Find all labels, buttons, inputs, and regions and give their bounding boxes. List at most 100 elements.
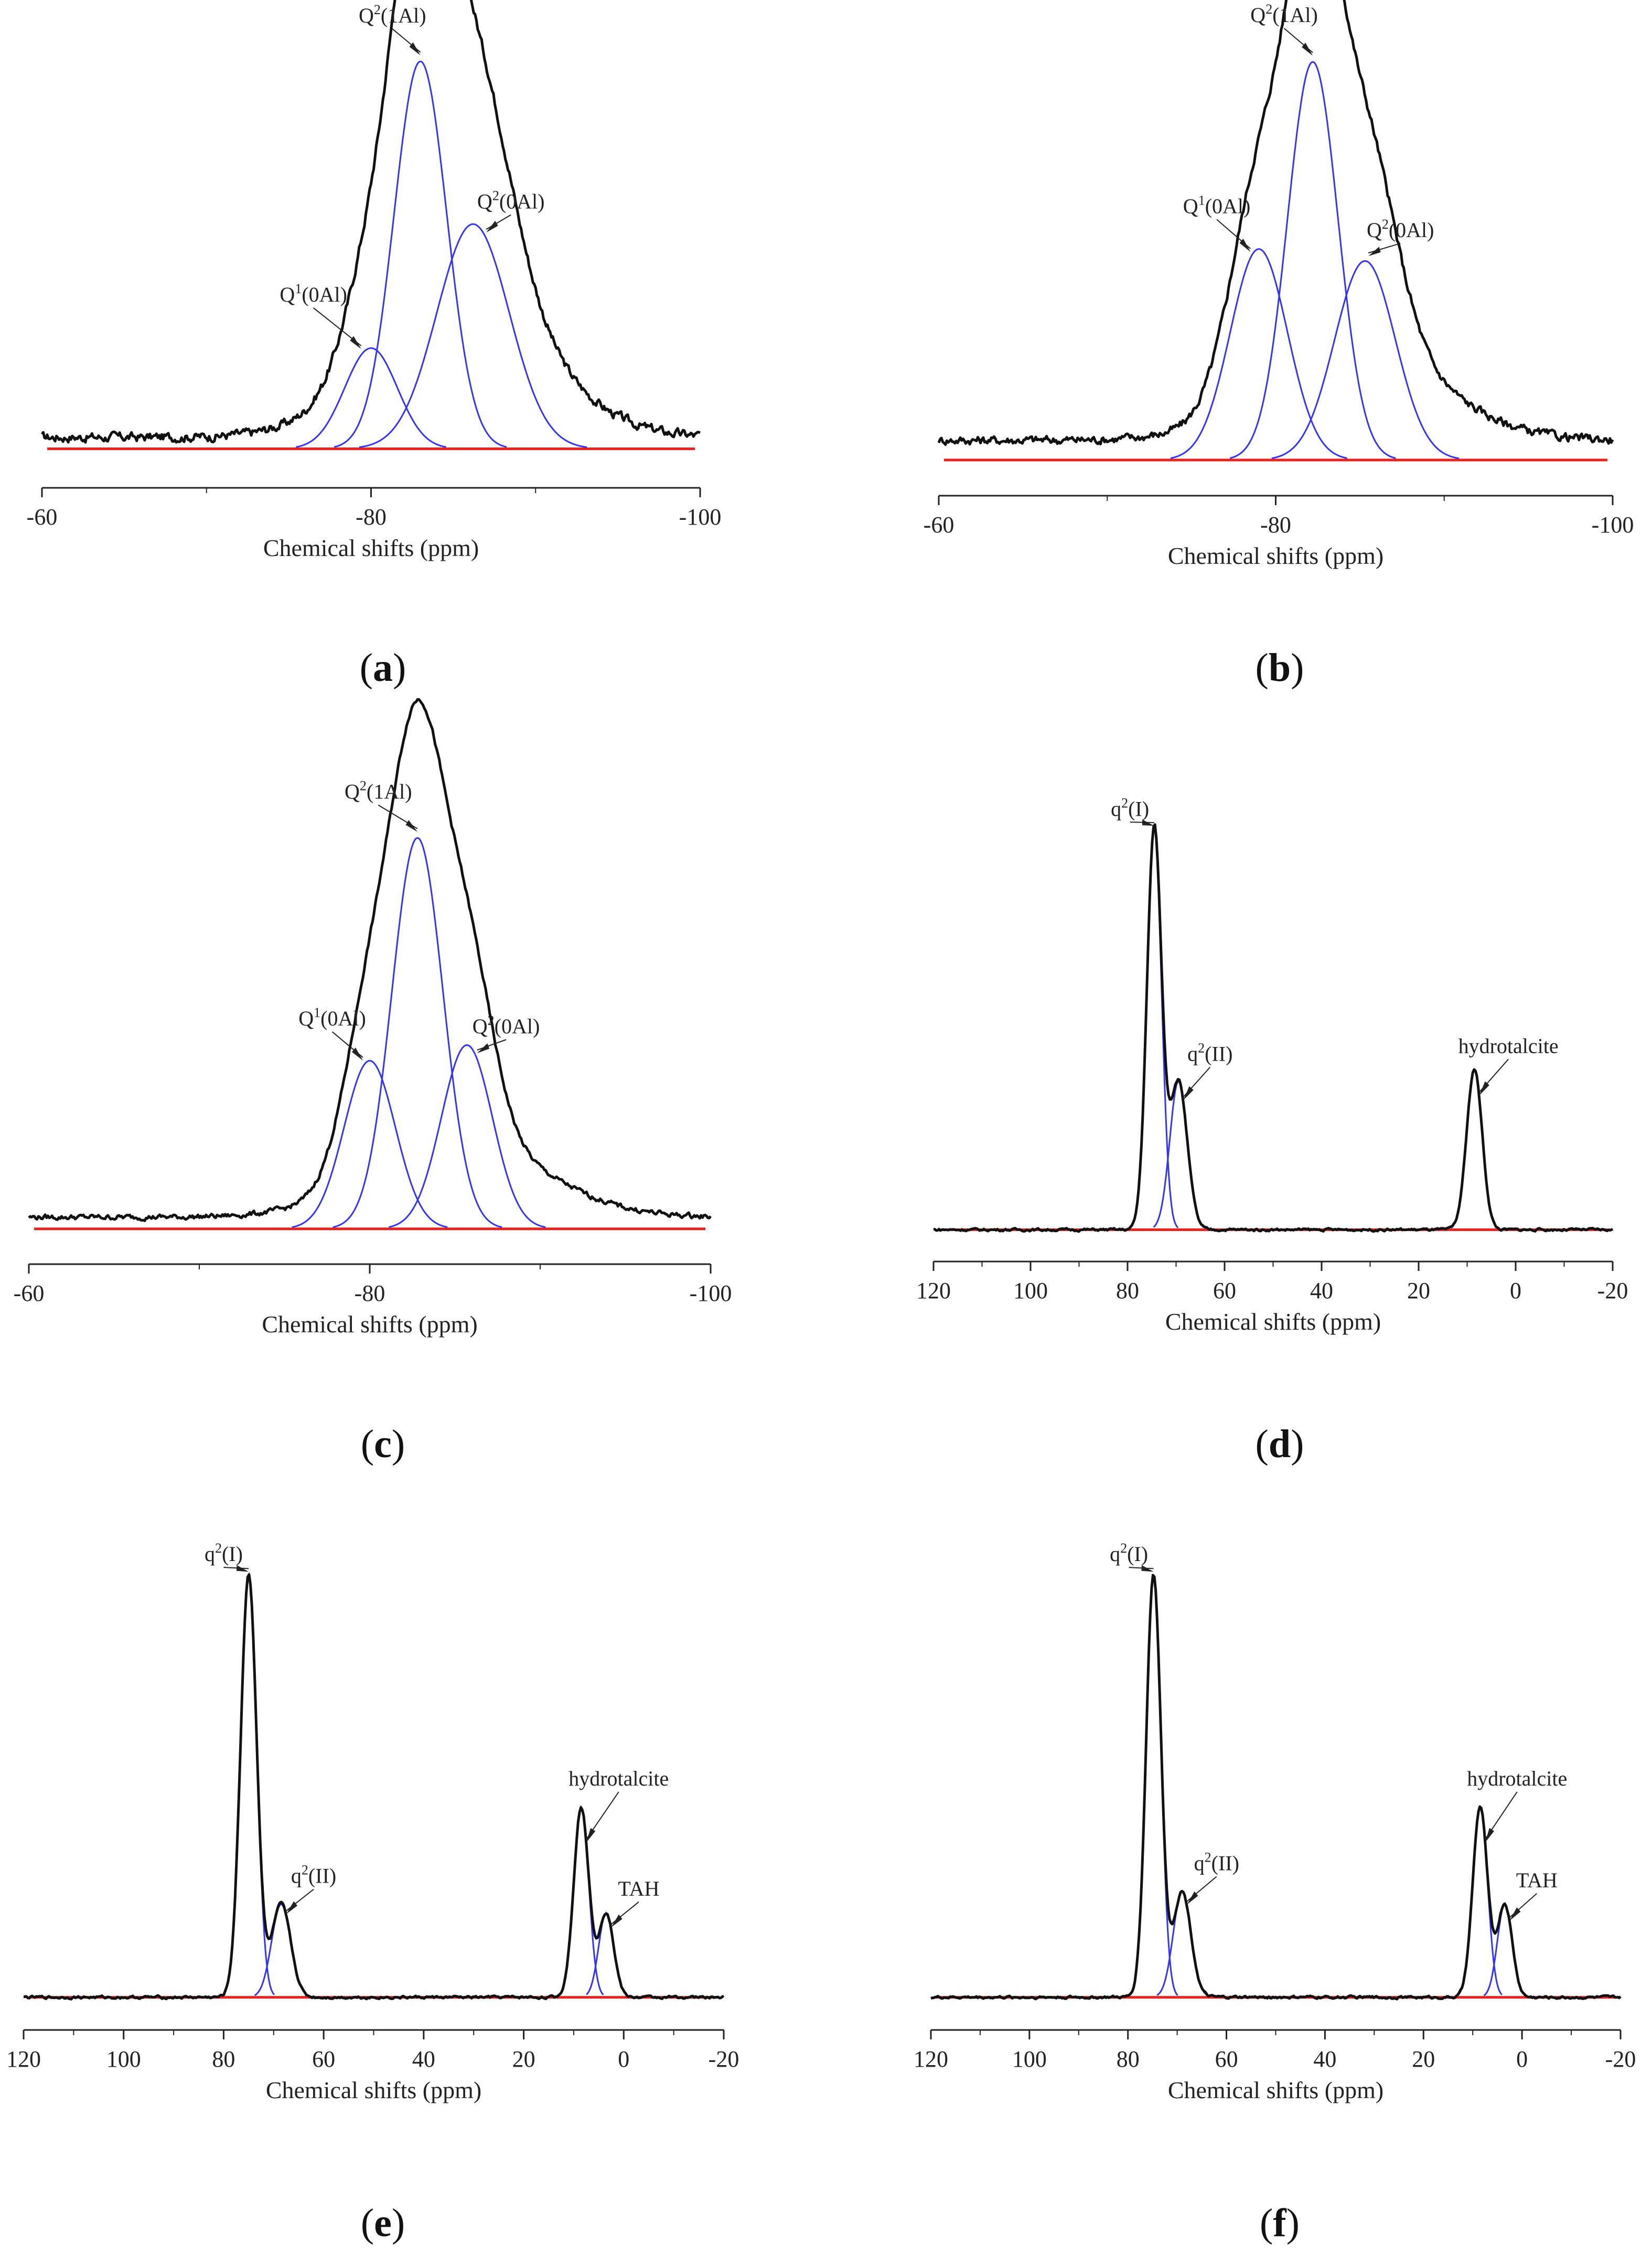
x-tick-label: 120 — [914, 2046, 948, 2072]
fit-curve-1 — [296, 347, 446, 448]
annotation-label: TAH — [1516, 1868, 1558, 1892]
panel-f: 120 100 80 60 40 20 0 -20 Chemical shifts (ppm) q… — [914, 1541, 1636, 2103]
fit-curve-2 — [334, 60, 507, 448]
experimental-spectrum — [933, 823, 1614, 1233]
x-tick-label: 0 — [1510, 1278, 1521, 1303]
x-tick-label: 20 — [512, 2046, 535, 2072]
x-tick-label: -80 — [356, 504, 387, 530]
annotation-arrowhead — [1187, 1891, 1198, 1905]
x-tick-label: -20 — [1605, 2046, 1636, 2072]
x-tick-label: 40 — [412, 2046, 435, 2072]
annotation-label: q2(II) — [1194, 1850, 1239, 1875]
annotation-label: q2(I) — [1111, 795, 1149, 820]
experimental-spectrum — [28, 698, 712, 1222]
annotation-arrowhead — [409, 42, 421, 56]
annotation-arrowhead — [1302, 42, 1313, 56]
annotation-arrowhead — [611, 1914, 623, 1928]
x-axis-title: Chemical shifts (ppm) — [266, 2077, 481, 2103]
annotation-label: Q2(0Al) — [477, 188, 545, 213]
x-tick-label: 100 — [1012, 2046, 1047, 2072]
x-tick-label: 20 — [1407, 1278, 1430, 1303]
annotation-arrowhead — [405, 820, 417, 832]
annotation-arrow — [486, 214, 511, 230]
annotation-label: Q2(1Al) — [345, 778, 412, 804]
x-axis-title: Chemical shifts (ppm) — [263, 535, 479, 561]
annotation-label: Q1(0Al) — [1183, 193, 1251, 218]
caption-a: (a) — [359, 646, 406, 690]
fit-curve-1 — [1170, 248, 1348, 459]
caption-f: (f) — [1260, 2201, 1300, 2245]
annotation-arrow — [477, 1039, 507, 1051]
annotation-label: hydrotalcite — [1467, 1767, 1567, 1790]
x-tick-label: -80 — [355, 1280, 385, 1306]
fit-curve-3 — [359, 223, 587, 448]
panel-b: -60 -80 -100 Chemical shifts (ppm) Q1(0Al) Q2… — [924, 0, 1634, 569]
annotation-label: hydrotalcite — [1458, 1034, 1559, 1057]
x-tick-label: 0 — [1516, 2046, 1528, 2072]
annotation-label: Q2(1Al) — [1250, 2, 1318, 27]
panel-c: -60 -80 -100 Chemical shifts (ppm) Q1(0Al) Q2… — [14, 698, 732, 1338]
x-tick-label: 20 — [1412, 2046, 1435, 2072]
annotation-label: q2(I) — [205, 1541, 243, 1566]
x-tick-label: 40 — [1313, 2046, 1336, 2072]
caption-b: (b) — [1255, 646, 1304, 690]
annotation-arrowhead — [1509, 1907, 1521, 1921]
annotation-label: TAH — [618, 1877, 659, 1900]
x-tick-label: 100 — [1013, 1278, 1048, 1303]
annotation-arrowhead — [350, 336, 361, 349]
x-tick-label: 60 — [1215, 2046, 1238, 2072]
annotation-arrow — [223, 1567, 249, 1569]
annotation-arrowhead — [486, 220, 498, 233]
panel-a: -60 -80 -100 Chemical shifts (ppm) Q1(0Al) Q2… — [27, 0, 722, 561]
x-tick-label: 100 — [106, 2046, 141, 2072]
experimental-spectrum — [937, 0, 1614, 446]
annotation-label: hydrotalcite — [568, 1767, 669, 1790]
caption-d: (d) — [1255, 1422, 1304, 1466]
x-tick-label: -100 — [690, 1280, 732, 1306]
annotation-arrowhead — [236, 1565, 249, 1572]
x-tick-label: 120 — [6, 2046, 41, 2072]
annotation-arrowhead — [351, 1048, 363, 1061]
experimental-spectrum — [930, 1574, 1622, 2001]
fit-curve-3 — [557, 1805, 604, 1996]
panel-d: 120 100 80 60 40 20 0 -20 Chemical shifts (ppm) q… — [916, 795, 1628, 1335]
annotation-label: q2(II) — [291, 1863, 336, 1888]
fit-curve-2 — [1229, 61, 1396, 459]
x-tick-label: 80 — [212, 2046, 235, 2072]
experimental-spectrum — [40, 0, 701, 444]
x-tick-label: -20 — [709, 2046, 739, 2072]
x-tick-label: -60 — [924, 512, 954, 538]
fit-curve-3 — [1271, 260, 1460, 459]
x-tick-label: 80 — [1117, 2046, 1140, 2072]
fit-curve-1 — [1130, 829, 1179, 1228]
annotation-arrow — [1368, 242, 1401, 254]
annotation-arrowhead — [1368, 247, 1381, 257]
annotation-arrow — [1129, 1567, 1154, 1569]
x-tick-label: -60 — [27, 504, 58, 530]
x-tick-label: -80 — [1260, 512, 1291, 538]
annotation-arrowhead — [586, 1827, 596, 1843]
annotation-arrowhead — [1485, 1827, 1494, 1843]
x-axis-title: Chemical shifts (ppm) — [262, 1311, 477, 1338]
experimental-spectrum — [23, 1573, 725, 2001]
annotation-label: Q2(1Al) — [359, 2, 426, 27]
fit-curve-1 — [1129, 1574, 1178, 1996]
x-tick-label: -100 — [1592, 512, 1634, 538]
annotation-arrowhead — [1183, 1086, 1194, 1100]
annotation-label: q2(I) — [1110, 1541, 1148, 1566]
annotation-arrowhead — [477, 1043, 490, 1053]
x-tick-label: 40 — [1310, 1278, 1333, 1303]
x-tick-label: -100 — [679, 504, 722, 530]
annotation-arrowhead — [1239, 239, 1251, 252]
x-tick-label: 60 — [1213, 1278, 1236, 1303]
annotation-arrowhead — [1479, 1081, 1489, 1096]
annotation-label: Q2(0Al) — [473, 1013, 540, 1038]
x-tick-label: -60 — [14, 1280, 45, 1306]
annotation-label: Q1(0Al) — [298, 1005, 366, 1030]
fit-curve-2 — [332, 837, 502, 1228]
fit-curve-1 — [292, 1060, 448, 1228]
annotation-label: q2(II) — [1187, 1041, 1232, 1066]
annotation-arrowhead — [1141, 1565, 1154, 1572]
x-axis-title: Chemical shifts (ppm) — [1168, 542, 1383, 569]
